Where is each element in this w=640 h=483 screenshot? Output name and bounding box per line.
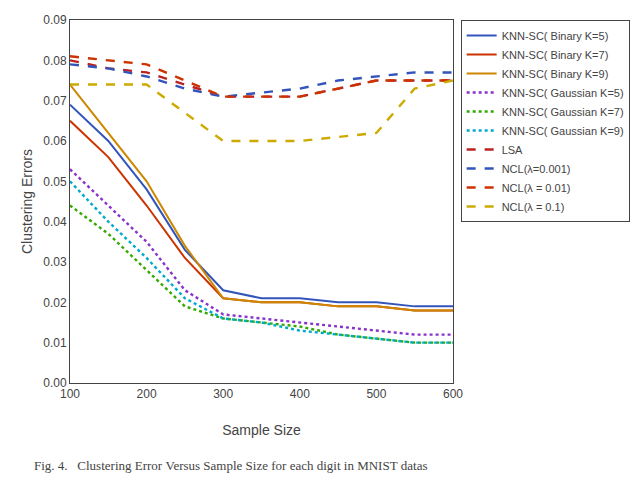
svg-text:0.05: 0.05 bbox=[43, 175, 67, 189]
svg-text:0.02: 0.02 bbox=[43, 296, 67, 310]
svg-text:100: 100 bbox=[60, 387, 80, 401]
svg-text:500: 500 bbox=[366, 387, 386, 401]
svg-text:KNN-SC( Gaussian K=7): KNN-SC( Gaussian K=7) bbox=[502, 106, 624, 118]
svg-text:0.08: 0.08 bbox=[43, 54, 67, 68]
svg-text:KNN-SC( Binary K=9): KNN-SC( Binary K=9) bbox=[502, 68, 609, 80]
svg-text:KNN-SC( Binary K=5): KNN-SC( Binary K=5) bbox=[502, 30, 609, 42]
svg-text:NCL(λ = 0.01): NCL(λ = 0.01) bbox=[502, 182, 571, 194]
svg-text:Sample Size: Sample Size bbox=[222, 422, 301, 438]
svg-text:0.03: 0.03 bbox=[43, 255, 67, 269]
svg-text:NCL(λ = 0.1): NCL(λ = 0.1) bbox=[502, 201, 565, 213]
svg-text:0.00: 0.00 bbox=[43, 376, 67, 390]
svg-text:LSA: LSA bbox=[502, 144, 523, 156]
svg-text:NCL(λ=0.001): NCL(λ=0.001) bbox=[502, 163, 571, 175]
svg-text:0.06: 0.06 bbox=[43, 134, 67, 148]
svg-text:KNN-SC( Gaussian K=5): KNN-SC( Gaussian K=5) bbox=[502, 87, 624, 99]
svg-text:KNN-SC( Binary K=7): KNN-SC( Binary K=7) bbox=[502, 49, 609, 61]
svg-text:Clustering Errors: Clustering Errors bbox=[19, 149, 35, 254]
svg-text:600: 600 bbox=[443, 387, 463, 401]
svg-text:KNN-SC( Gaussian K=9): KNN-SC( Gaussian K=9) bbox=[502, 125, 624, 137]
svg-text:300: 300 bbox=[213, 387, 233, 401]
svg-text:Fig. 4. Clustering Error Ver: Fig. 4. Clustering Error Versus Sample S… bbox=[34, 458, 428, 473]
svg-text:400: 400 bbox=[290, 387, 310, 401]
svg-text:0.07: 0.07 bbox=[43, 94, 67, 108]
svg-text:0.01: 0.01 bbox=[43, 336, 67, 350]
svg-text:200: 200 bbox=[137, 387, 157, 401]
svg-text:0.09: 0.09 bbox=[43, 13, 67, 27]
svg-text:0.04: 0.04 bbox=[43, 215, 67, 229]
